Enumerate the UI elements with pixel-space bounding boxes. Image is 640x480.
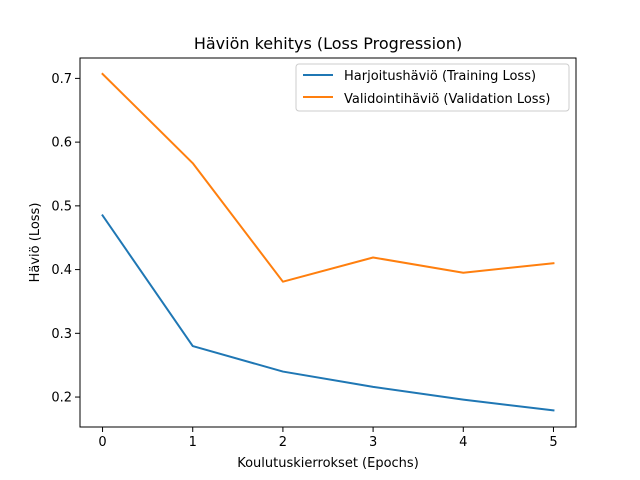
y-axis-ticks: 0.2 0.3 0.4 0.5 0.6 0.7 — [51, 72, 80, 406]
y-tick-label: 0.4 — [51, 263, 72, 278]
y-tick-label: 0.7 — [51, 72, 72, 87]
legend-label-validation: Validointihäviö (Validation Loss) — [344, 92, 550, 107]
y-axis-label: Häviö (Loss) — [28, 203, 43, 283]
x-tick-label: 1 — [189, 435, 197, 450]
x-tick-label: 2 — [279, 435, 287, 450]
chart-title: Häviön kehitys (Loss Progression) — [194, 34, 462, 53]
series-line-training — [101, 214, 555, 412]
x-tick-label: 5 — [549, 435, 557, 450]
y-tick-label: 0.5 — [51, 199, 72, 214]
series-line-validation — [101, 72, 555, 283]
x-axis-ticks: 0 1 2 3 4 5 — [98, 427, 558, 450]
plot-series — [101, 72, 555, 412]
x-tick-label: 3 — [369, 435, 377, 450]
x-tick-label: 0 — [98, 435, 106, 450]
x-tick-label: 4 — [459, 435, 467, 450]
legend-box — [295, 63, 570, 112]
y-tick-label: 0.2 — [51, 391, 72, 406]
plot-frame — [79, 57, 577, 428]
legend: Harjoitushäviö (Training Loss) Validoint… — [295, 63, 570, 112]
x-axis-label: Koulutuskierrokset (Epochs) — [237, 456, 419, 471]
y-tick-label: 0.6 — [51, 136, 72, 151]
legend-label-training: Harjoitushäviö (Training Loss) — [344, 69, 536, 84]
y-tick-label: 0.3 — [51, 327, 72, 342]
